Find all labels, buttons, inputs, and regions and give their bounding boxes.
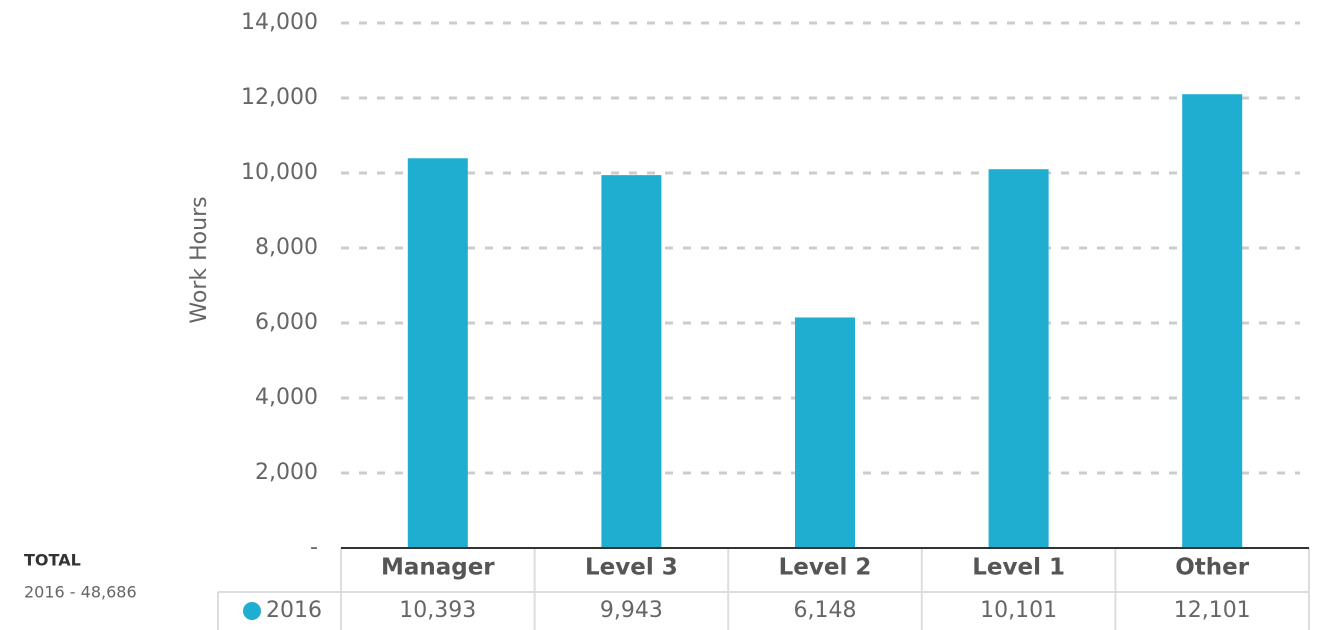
y-tick-label: 8,000 [255, 235, 318, 260]
x-tick-label: Other [1175, 555, 1250, 581]
bar [601, 175, 662, 548]
data-label: 10,393 [399, 598, 476, 623]
y-tick-label: - [310, 535, 318, 560]
y-tick-label: 6,000 [255, 310, 318, 335]
legend-label: 2016 [266, 598, 322, 623]
y-tick-label: 2,000 [255, 460, 318, 485]
x-tick-label: Level 2 [779, 555, 872, 581]
bar [795, 317, 855, 548]
y-tick-label: 12,000 [241, 85, 318, 110]
y-tick-label: 4,000 [255, 385, 318, 410]
bar [1182, 94, 1243, 549]
y-tick-label: 10,000 [241, 160, 318, 185]
total-title: TOTAL [24, 551, 81, 570]
data-label: 6,148 [794, 598, 857, 623]
bar [407, 158, 468, 548]
data-label: 10,101 [980, 598, 1057, 623]
y-axis-label: Work Hours [187, 196, 212, 323]
data-label: 12,101 [1174, 598, 1251, 623]
x-tick-label: Manager [381, 555, 495, 581]
total-text: 2016 - 48,686 [24, 583, 137, 602]
x-tick-label: Level 1 [972, 555, 1065, 581]
x-tick-label: Level 3 [585, 555, 678, 581]
data-label: 9,943 [600, 598, 663, 623]
bar [988, 169, 1049, 548]
legend-dot [243, 602, 261, 620]
y-tick-label: 14,000 [241, 10, 318, 35]
